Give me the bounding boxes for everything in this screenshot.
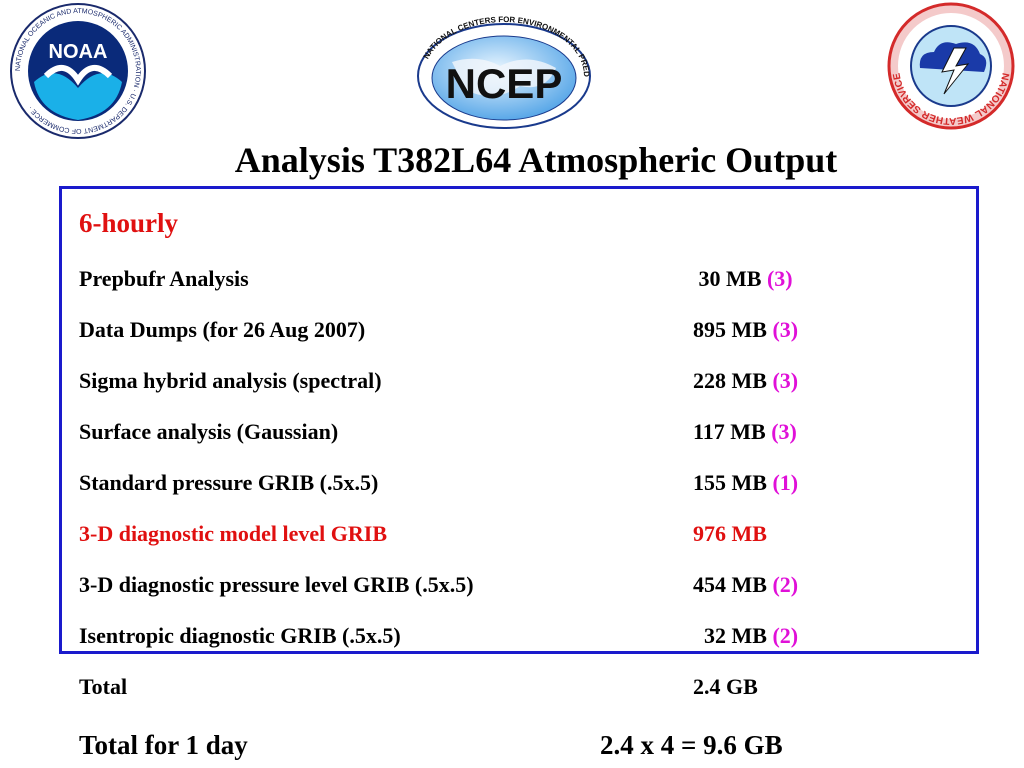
table-row: Standard pressure GRIB (.5x.5) 155 MB (1) <box>79 470 798 496</box>
row-size: 976 MB <box>693 521 767 547</box>
row-label: Surface analysis (Gaussian) <box>79 419 339 444</box>
table-row: 3-D diagnostic model level GRIB 976 MB <box>79 521 767 547</box>
row-label: 3-D diagnostic pressure level GRIB (.5x.… <box>79 572 474 597</box>
row-label: 3-D diagnostic model level GRIB <box>79 521 387 546</box>
row-note: (2) <box>772 572 799 597</box>
table-row: Prepbufr Analysis 30 MB (3) <box>79 266 793 292</box>
row-size-value: 454 MB <box>693 572 767 597</box>
row-size-value: 117 MB <box>693 419 766 444</box>
nws-logo: NATIONAL WEATHER SERVICE <box>887 2 1015 130</box>
row-label: Sigma hybrid analysis (spectral) <box>79 368 382 393</box>
table-row: Surface analysis (Gaussian) 117 MB (3) <box>79 419 797 445</box>
row-size-value: 976 MB <box>693 521 767 546</box>
total-value: 2.4 GB <box>693 674 758 699</box>
total-label: Total <box>79 674 128 699</box>
row-size: 454 MB (2) <box>693 572 798 598</box>
row-size-value: 155 MB <box>693 470 767 495</box>
table-row: Isentropic diagnostic GRIB (.5x.5) 32 MB… <box>79 623 798 649</box>
table-row: Sigma hybrid analysis (spectral) 228 MB (… <box>79 368 798 394</box>
row-note: (3) <box>772 368 799 393</box>
row-note: (3) <box>766 266 793 291</box>
ncep-logo-text: NCEP <box>446 60 563 107</box>
row-size: 155 MB (1) <box>693 470 798 496</box>
row-label: Prepbufr Analysis <box>79 266 249 291</box>
table-row: Data Dumps (for 26 Aug 2007) 895 MB (3) <box>79 317 798 343</box>
daily-total-label: Total for 1 day <box>79 730 248 760</box>
row-size: 117 MB (3) <box>693 419 797 445</box>
row-size: 32 MB (2) <box>693 623 798 649</box>
noaa-logo-text: NOAA <box>49 41 108 63</box>
row-note: (3) <box>772 317 799 342</box>
daily-total-value: 2.4 x 4 = 9.6 GB <box>600 730 783 760</box>
daily-total-row: Total for 1 day 2.4 x 4 = 9.6 GB <box>79 729 839 761</box>
row-size-value: 228 MB <box>693 368 767 393</box>
table-row: 3-D diagnostic pressure level GRIB (.5x.… <box>79 572 798 598</box>
ncep-logo: NCEP NATIONAL CENTERS FOR ENVIRONMENTAL … <box>408 14 591 129</box>
row-size: 228 MB (3) <box>693 368 798 394</box>
section-heading: 6-hourly <box>79 208 179 238</box>
row-size-value: 32 MB <box>693 623 767 648</box>
row-label: Standard pressure GRIB (.5x.5) <box>79 470 379 495</box>
row-size: 895 MB (3) <box>693 317 798 343</box>
total-row: Total 2.4 GB <box>79 674 758 700</box>
noaa-logo: NOAA NATIONAL OCEANIC AND ATMOSPHERIC AD… <box>10 3 146 139</box>
row-size-value: 895 MB <box>693 317 767 342</box>
row-size: 30 MB (3) <box>693 266 793 292</box>
data-box <box>59 186 979 654</box>
row-note: (1) <box>772 470 799 495</box>
row-note: (3) <box>771 419 797 444</box>
row-label: Data Dumps (for 26 Aug 2007) <box>79 317 366 342</box>
row-size-value: 30 MB <box>693 266 762 291</box>
row-note: (2) <box>772 623 799 648</box>
row-label: Isentropic diagnostic GRIB (.5x.5) <box>79 623 401 648</box>
slide-title: Analysis T382L64 Atmospheric Output <box>234 140 838 180</box>
